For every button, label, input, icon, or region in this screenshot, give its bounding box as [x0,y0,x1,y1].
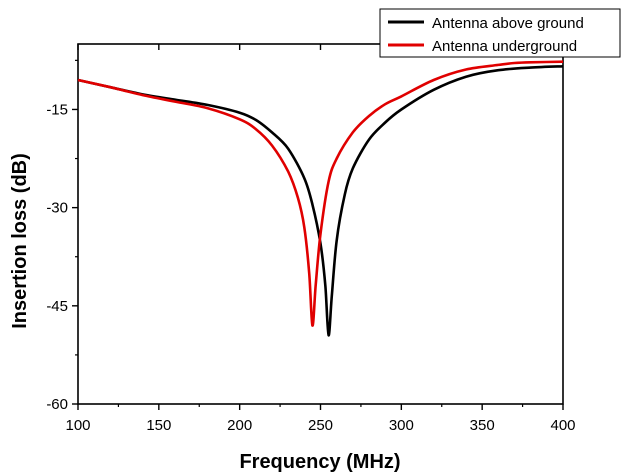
x-tick-label: 150 [146,417,171,434]
series-line-above-ground [77,65,564,337]
y-axis-title: Insertion loss (dB) [9,153,31,329]
x-tick-label: 250 [308,417,333,434]
y-tick-label: -30 [46,200,68,217]
legend-box [379,8,621,58]
x-tick-label: 350 [470,417,495,434]
series-group [77,60,564,337]
series-line-underground [77,60,564,327]
axes: 100 150 200 250 300 350 400 -60 -45 -30 -15 [46,43,576,434]
x-tick-label: 400 [550,417,575,434]
x-tick-label: 200 [227,417,252,434]
x-axis-title: Frequency (MHz) [239,451,400,473]
x-tick-label: 300 [389,417,414,434]
y-tick-label: -60 [46,396,68,413]
x-tick-label: 100 [65,417,90,434]
legend-label-underground: Antenna underground [432,38,577,55]
legend-label-above-ground: Antenna above ground [432,15,584,32]
y-tick-label: -15 [46,101,68,118]
y-tick-label: -45 [46,298,68,315]
legend: Antenna above ground Antenna underground [379,8,621,58]
